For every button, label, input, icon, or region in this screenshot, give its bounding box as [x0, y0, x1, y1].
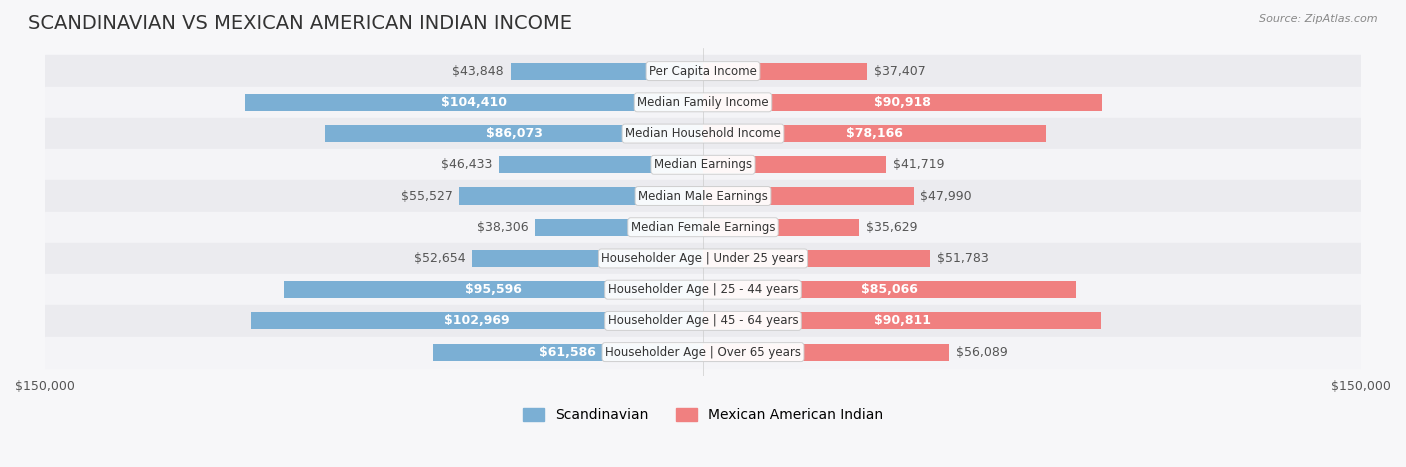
Text: $38,306: $38,306: [477, 221, 529, 234]
Text: $51,783: $51,783: [936, 252, 988, 265]
Bar: [703, 250, 931, 267]
Text: Median Earnings: Median Earnings: [654, 158, 752, 171]
Text: $37,407: $37,407: [873, 64, 925, 78]
Bar: [472, 250, 703, 267]
Text: Median Male Earnings: Median Male Earnings: [638, 190, 768, 203]
Bar: [45, 180, 1361, 212]
Text: $46,433: $46,433: [441, 158, 492, 171]
Text: $61,586: $61,586: [540, 346, 596, 359]
Bar: [45, 274, 1361, 305]
Text: $35,629: $35,629: [866, 221, 917, 234]
Text: $85,066: $85,066: [860, 283, 918, 296]
Bar: [45, 212, 1361, 243]
Bar: [703, 63, 868, 80]
Bar: [703, 94, 1102, 111]
Text: Householder Age | 45 - 64 years: Householder Age | 45 - 64 years: [607, 314, 799, 327]
Bar: [510, 63, 703, 80]
Bar: [45, 118, 1361, 149]
Text: $78,166: $78,166: [846, 127, 903, 140]
Legend: Scandinavian, Mexican American Indian: Scandinavian, Mexican American Indian: [517, 403, 889, 428]
Text: $55,527: $55,527: [401, 190, 453, 203]
Text: Source: ZipAtlas.com: Source: ZipAtlas.com: [1260, 14, 1378, 24]
Text: $52,654: $52,654: [413, 252, 465, 265]
Bar: [325, 125, 703, 142]
Text: $47,990: $47,990: [920, 190, 972, 203]
Bar: [703, 344, 949, 361]
Text: Householder Age | 25 - 44 years: Householder Age | 25 - 44 years: [607, 283, 799, 296]
Bar: [460, 187, 703, 205]
Text: $104,410: $104,410: [441, 96, 508, 109]
Text: Median Household Income: Median Household Income: [626, 127, 780, 140]
Text: $90,811: $90,811: [873, 314, 931, 327]
Bar: [45, 56, 1361, 87]
Bar: [499, 156, 703, 173]
Bar: [703, 281, 1076, 298]
Text: Per Capita Income: Per Capita Income: [650, 64, 756, 78]
Bar: [252, 312, 703, 330]
Text: $86,073: $86,073: [485, 127, 543, 140]
Text: $90,918: $90,918: [875, 96, 931, 109]
Text: Median Family Income: Median Family Income: [637, 96, 769, 109]
Text: Median Female Earnings: Median Female Earnings: [631, 221, 775, 234]
Text: $41,719: $41,719: [893, 158, 943, 171]
Bar: [284, 281, 703, 298]
Text: $56,089: $56,089: [956, 346, 1007, 359]
Bar: [703, 312, 1101, 330]
Text: $43,848: $43,848: [453, 64, 505, 78]
Bar: [703, 125, 1046, 142]
Text: SCANDINAVIAN VS MEXICAN AMERICAN INDIAN INCOME: SCANDINAVIAN VS MEXICAN AMERICAN INDIAN …: [28, 14, 572, 33]
Text: Householder Age | Over 65 years: Householder Age | Over 65 years: [605, 346, 801, 359]
Bar: [703, 156, 886, 173]
Text: $95,596: $95,596: [465, 283, 522, 296]
Bar: [45, 337, 1361, 368]
Bar: [45, 87, 1361, 118]
Bar: [245, 94, 703, 111]
Bar: [534, 219, 703, 236]
Bar: [703, 187, 914, 205]
Text: $102,969: $102,969: [444, 314, 510, 327]
Bar: [45, 149, 1361, 180]
Bar: [45, 243, 1361, 274]
Bar: [703, 219, 859, 236]
Text: Householder Age | Under 25 years: Householder Age | Under 25 years: [602, 252, 804, 265]
Bar: [45, 305, 1361, 337]
Bar: [433, 344, 703, 361]
